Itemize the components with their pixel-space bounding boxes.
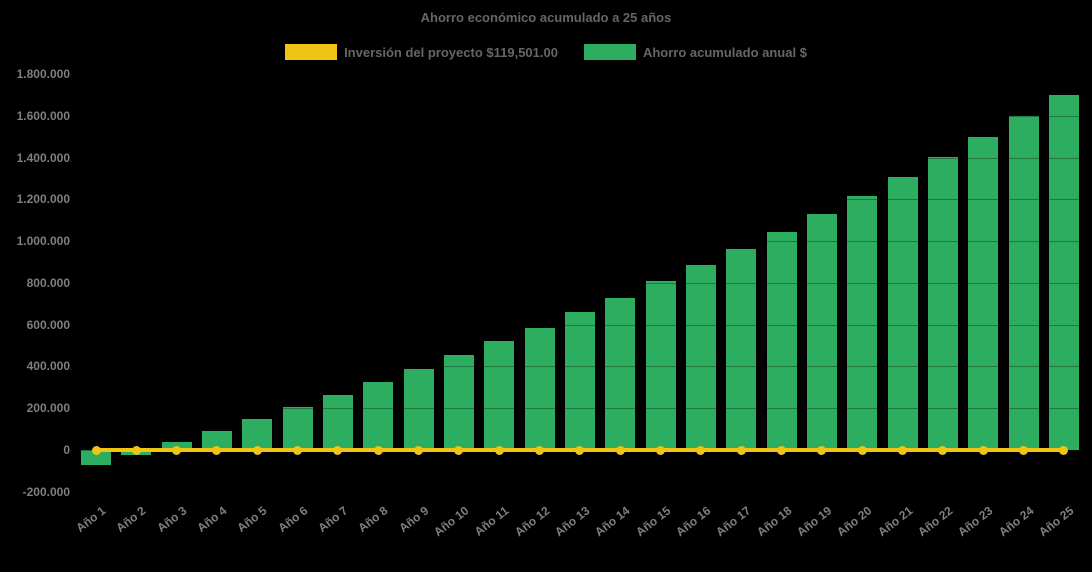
legend-item-investment: Inversión del proyecto $119,501.00 (285, 44, 558, 60)
bar-año-10 (443, 354, 474, 450)
investment-line-marker (978, 445, 988, 455)
investment-line-marker (373, 445, 383, 455)
y-axis-label: 1.800.000 (16, 67, 70, 81)
bar-año-6 (282, 407, 313, 450)
y-axis-label: 1.000.000 (16, 234, 70, 249)
bar-año-21 (887, 176, 918, 450)
bar-año-11 (484, 341, 515, 450)
gridline (78, 491, 1090, 493)
bar-año-25 (1048, 95, 1079, 450)
investment-line-marker (1019, 445, 1029, 455)
gridline (78, 74, 1090, 75)
y-axis-label: -200.000 (22, 484, 70, 499)
gridline (78, 282, 1090, 284)
investment-line-marker (777, 445, 787, 455)
bar-año-19 (806, 213, 837, 450)
legend-item-savings: Ahorro acumulado anual $ (583, 44, 807, 60)
investment-line-marker (172, 445, 182, 455)
bar-año-13 (564, 312, 595, 450)
chart-legend: Inversión del proyecto $119,501.00 Ahorr… (0, 44, 1092, 60)
y-axis-label: 1.600.000 (16, 108, 70, 123)
bar-año-9 (403, 369, 434, 450)
investment-line-marker (656, 445, 666, 455)
y-axis-label: 1.400.000 (16, 150, 70, 165)
gridline (78, 241, 1090, 243)
bar-año-18 (766, 231, 797, 450)
bar-año-17 (726, 248, 757, 450)
investment-line-marker (535, 445, 545, 455)
investment-line-marker (293, 445, 303, 455)
y-axis-label: 200.000 (26, 401, 70, 416)
investment-line-marker (252, 445, 262, 455)
bar-año-7 (322, 395, 353, 450)
bar-año-14 (605, 297, 636, 450)
gridline (78, 408, 1090, 410)
bar-año-5 (242, 419, 273, 450)
bar-año-23 (968, 136, 999, 450)
investment-line-marker (212, 445, 222, 455)
investment-line-marker (131, 445, 141, 455)
savings-bar-chart: Ahorro económico acumulado a 25 años Inv… (0, 10, 1092, 540)
investment-line-marker (494, 445, 504, 455)
bar-año-1 (81, 450, 111, 466)
y-axis-label: 600.000 (26, 317, 70, 332)
investment-line-marker (454, 445, 464, 455)
y-axis-label: 0 (63, 443, 70, 457)
gridline (78, 366, 1090, 368)
bar-año-15 (645, 281, 676, 450)
gridline (78, 324, 1090, 326)
gridline (78, 199, 1090, 201)
savings-swatch-icon (583, 44, 636, 60)
bar-año-12 (524, 327, 555, 450)
investment-line-marker (857, 445, 867, 455)
legend-label-investment: Inversión del proyecto $119,501.00 (344, 44, 558, 60)
y-axis-label: 400.000 (26, 359, 70, 374)
investment-line-marker (414, 445, 424, 455)
y-axis-label: 1.200.000 (16, 192, 70, 207)
bar-año-20 (847, 195, 878, 450)
investment-swatch-icon (285, 44, 338, 60)
investment-line-marker (736, 445, 746, 455)
investment-line-marker (575, 445, 585, 455)
investment-line-marker (91, 445, 101, 455)
bar-año-4 (201, 430, 232, 450)
investment-line-marker (615, 445, 625, 455)
gridline (78, 115, 1090, 117)
bar-año-16 (685, 265, 716, 450)
investment-line-marker (333, 445, 343, 455)
investment-line-marker (898, 445, 908, 455)
investment-line-marker (938, 445, 948, 455)
bar-año-8 (363, 382, 394, 450)
y-axis-label: 800.000 (26, 275, 70, 290)
investment-line-marker (696, 445, 706, 455)
investment-line-marker (1059, 445, 1069, 455)
investment-line-marker (817, 445, 827, 455)
bar-año-22 (927, 157, 958, 450)
chart-title: Ahorro económico acumulado a 25 años (420, 10, 672, 25)
legend-label-savings: Ahorro acumulado anual $ (642, 44, 807, 60)
gridline (78, 157, 1090, 159)
bar-año-24 (1008, 116, 1039, 450)
